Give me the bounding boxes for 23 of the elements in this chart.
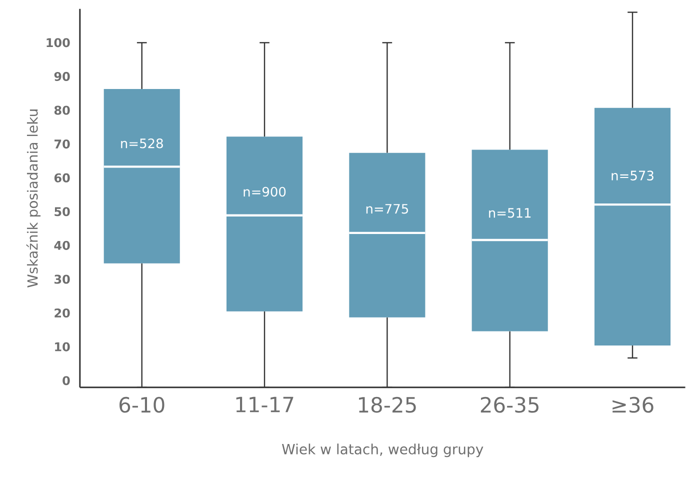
y-axis-title: Wskaźnik posiadania leku <box>26 109 41 288</box>
y-tick-label: 60 <box>54 173 70 182</box>
x-tick-label: 18-25 <box>359 396 416 413</box>
y-tick-label: 100 <box>46 38 70 47</box>
y-tick-label: 0 <box>62 376 70 385</box>
y-tick-label: 50 <box>54 206 70 216</box>
x-axis-title: Wiek w latach, według grupy <box>282 443 484 457</box>
y-tick-label: 30 <box>54 274 70 284</box>
x-tick-label: 6-10 <box>120 396 164 413</box>
y-tick-label: 20 <box>54 308 70 318</box>
y-tick-label: 40 <box>54 240 70 250</box>
y-tick-label: 10 <box>55 342 70 352</box>
x-tick-label: ≥36 <box>612 396 654 413</box>
y-tick-label: 80 <box>54 106 70 115</box>
annotation: n=573 <box>612 170 654 180</box>
y-tick-label: 90 <box>54 72 70 81</box>
annotation: n=511 <box>489 208 531 218</box>
y-tick-label: 70 <box>54 139 70 148</box>
annotation: n=775 <box>366 204 408 214</box>
annotation: n=900 <box>244 186 286 196</box>
annotation: n=528 <box>121 138 163 148</box>
x-tick-label: 26-35 <box>480 396 538 413</box>
x-tick-label: 11-17 <box>236 396 294 412</box>
